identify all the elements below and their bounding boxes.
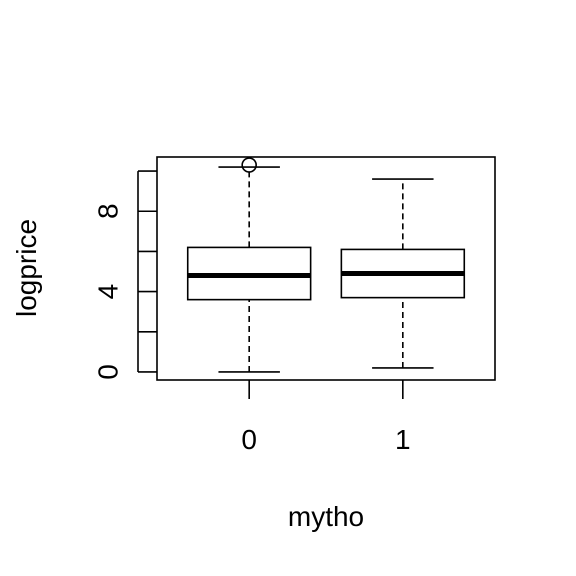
x-axis-label: mytho	[288, 501, 364, 532]
x-tick-label: 1	[395, 424, 411, 455]
y-tick-label: 0	[93, 364, 124, 380]
y-tick-label: 8	[93, 203, 124, 219]
outlier-point	[241, 157, 257, 173]
y-tick-label: 4	[93, 284, 124, 300]
plot-frame	[156, 156, 496, 381]
plot-layer: 0 4 8 0 1	[93, 156, 496, 455]
x-tick-label: 0	[241, 424, 257, 455]
y-axis-label: logprice	[11, 219, 42, 317]
